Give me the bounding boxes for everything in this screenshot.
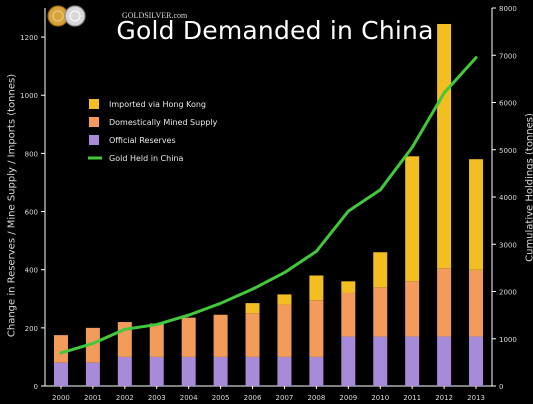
legend-label-imported-via-hong-kong: Imported via Hong Kong xyxy=(109,100,206,109)
x-tick-label: 2013 xyxy=(467,394,485,402)
bar-imported-via-hong-kong-2008 xyxy=(309,275,324,301)
bar-imported-via-hong-kong-2006 xyxy=(245,303,260,314)
left-y-tick-label: 800 xyxy=(25,150,38,158)
bar-domestically-mined-supply-2006 xyxy=(245,313,260,357)
right-y-tick-label: 0 xyxy=(499,383,503,391)
left-y-tick-label: 200 xyxy=(25,325,38,333)
x-tick-label: 2006 xyxy=(244,394,262,402)
bar-domestically-mined-supply-2000 xyxy=(53,335,68,363)
right-y-tick-label: 6000 xyxy=(499,100,517,108)
left-y-tick-label: 400 xyxy=(25,267,38,275)
bar-domestically-mined-supply-2001 xyxy=(85,327,100,363)
bar-domestically-mined-supply-2009 xyxy=(341,292,356,337)
bar-official-reserves-2010 xyxy=(373,336,388,386)
bar-official-reserves-2001 xyxy=(85,362,100,386)
bar-official-reserves-2011 xyxy=(405,336,420,386)
x-tick-label: 2004 xyxy=(180,394,198,402)
bar-imported-via-hong-kong-2010 xyxy=(373,252,388,288)
x-tick-label: 2008 xyxy=(307,394,325,402)
x-tick-label: 2005 xyxy=(212,394,230,402)
bar-domestically-mined-supply-2003 xyxy=(149,323,164,357)
bar-domestically-mined-supply-2013 xyxy=(469,269,484,337)
bars-layer xyxy=(53,23,484,386)
right-y-tick-label: 7000 xyxy=(499,52,517,60)
x-tick-label: 2000 xyxy=(52,394,70,402)
x-tick-label: 2011 xyxy=(403,394,421,402)
x-tick-label: 2009 xyxy=(339,394,357,402)
left-y-tick-label: 1000 xyxy=(20,92,38,100)
x-tick-label: 2003 xyxy=(148,394,166,402)
goldsilver-logo: GOLDSILVER.com xyxy=(44,3,187,29)
bar-domestically-mined-supply-2012 xyxy=(437,268,452,337)
legend-swatch-official-reserves xyxy=(89,135,99,145)
x-tick-label: 2010 xyxy=(371,394,389,402)
chart-title: Gold Demanded in China xyxy=(116,16,434,45)
x-tick-label: 2012 xyxy=(435,394,453,402)
line-layer xyxy=(59,56,478,355)
legend-label-gold-held-in-china: Gold Held in China xyxy=(109,154,184,163)
logo-text: GOLDSILVER.com xyxy=(122,11,188,20)
bar-official-reserves-2013 xyxy=(469,336,484,386)
x-tick-label: 2001 xyxy=(84,394,102,402)
bar-official-reserves-2004 xyxy=(181,356,196,386)
bar-imported-via-hong-kong-2011 xyxy=(405,156,420,282)
bar-imported-via-hong-kong-2012 xyxy=(437,23,452,269)
x-tick-label: 2007 xyxy=(276,394,294,402)
right-y-tick-label: 1000 xyxy=(499,336,517,344)
legend-swatch-imported-via-hong-kong xyxy=(89,99,99,109)
bar-official-reserves-2009 xyxy=(341,336,356,386)
bar-official-reserves-2006 xyxy=(245,356,260,386)
bar-imported-via-hong-kong-2013 xyxy=(469,159,484,270)
bar-domestically-mined-supply-2005 xyxy=(213,314,228,357)
right-y-tick-label: 4000 xyxy=(499,194,517,202)
right-y-tick-label: 3000 xyxy=(499,241,517,249)
bar-domestically-mined-supply-2010 xyxy=(373,287,388,337)
gold-held-line xyxy=(59,56,478,355)
right-y-tick-label: 8000 xyxy=(499,5,517,13)
left-y-axis-title: Change in Reserves / Mine Supply / Impor… xyxy=(6,73,18,338)
bar-domestically-mined-supply-2008 xyxy=(309,300,324,357)
gold-coin-icon xyxy=(47,5,86,27)
bar-domestically-mined-supply-2011 xyxy=(405,281,420,337)
bar-domestically-mined-supply-2007 xyxy=(277,304,292,357)
legend-label-official-reserves: Official Reserves xyxy=(109,136,176,145)
bar-imported-via-hong-kong-2007 xyxy=(277,294,292,305)
right-y-tick-label: 5000 xyxy=(499,147,517,155)
bar-official-reserves-2012 xyxy=(437,336,452,386)
legend-layer: Imported via Hong Kong Domestically Mined… xyxy=(88,99,218,163)
bar-imported-via-hong-kong-2009 xyxy=(341,281,356,293)
x-tick-label: 2002 xyxy=(116,394,134,402)
legend-swatch-domestically-mined-supply xyxy=(89,117,99,127)
bar-official-reserves-2003 xyxy=(149,356,164,386)
left-y-tick-label: 600 xyxy=(25,209,38,217)
left-y-tick-label: 0 xyxy=(34,383,38,391)
right-y-tick-label: 2000 xyxy=(499,289,517,297)
bar-official-reserves-2007 xyxy=(277,356,292,386)
legend-label-domestically-mined-supply: Domestically Mined Supply xyxy=(109,118,218,127)
left-y-tick-label: 1200 xyxy=(20,34,38,42)
bar-official-reserves-2008 xyxy=(309,356,324,386)
bar-official-reserves-2000 xyxy=(53,362,68,386)
bar-official-reserves-2002 xyxy=(117,356,132,386)
bar-domestically-mined-supply-2004 xyxy=(181,317,196,357)
bar-official-reserves-2005 xyxy=(213,356,228,386)
right-y-axis-title: Cumulative Holdings (tonnes) xyxy=(524,113,533,262)
